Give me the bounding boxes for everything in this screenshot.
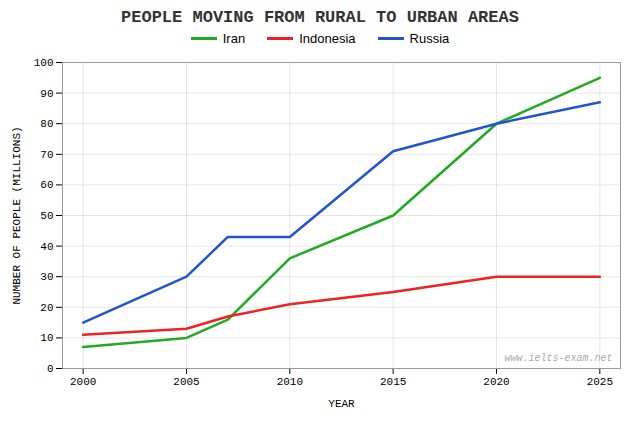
svg-text:20: 20 — [40, 302, 53, 314]
svg-text:100: 100 — [34, 57, 54, 69]
svg-text:40: 40 — [40, 241, 53, 253]
svg-text:60: 60 — [40, 179, 53, 191]
html-text:Iran: Iran — [222, 31, 246, 46]
svg-text:90: 90 — [40, 88, 53, 100]
svg-text:2015: 2015 — [380, 376, 406, 388]
svg-text:2025: 2025 — [587, 376, 613, 388]
svg-text:2020: 2020 — [483, 376, 509, 388]
svg-text:www.ielts-exam.net: www.ielts-exam.net — [504, 353, 612, 364]
html-text:PEOPLE MOVING FROM RURAL TO UR: PEOPLE MOVING FROM RURAL TO URBAN AREAS — [121, 8, 519, 27]
svg-text:30: 30 — [40, 271, 53, 283]
svg-text:70: 70 — [40, 149, 53, 161]
svg-text:2000: 2000 — [70, 376, 96, 388]
svg-text:0: 0 — [47, 363, 54, 375]
svg-text:NUMBER OF PEOPLE (MILLIONS): NUMBER OF PEOPLE (MILLIONS) — [11, 126, 23, 304]
svg-text:YEAR: YEAR — [328, 398, 355, 410]
html-text:Indonesia: Indonesia — [299, 31, 356, 46]
svg-text:2005: 2005 — [173, 376, 199, 388]
svg-text:10: 10 — [40, 332, 53, 344]
svg-text:2010: 2010 — [277, 376, 303, 388]
html-text:Russia: Russia — [409, 31, 450, 46]
svg-text:80: 80 — [40, 118, 53, 130]
svg-text:50: 50 — [40, 210, 53, 222]
